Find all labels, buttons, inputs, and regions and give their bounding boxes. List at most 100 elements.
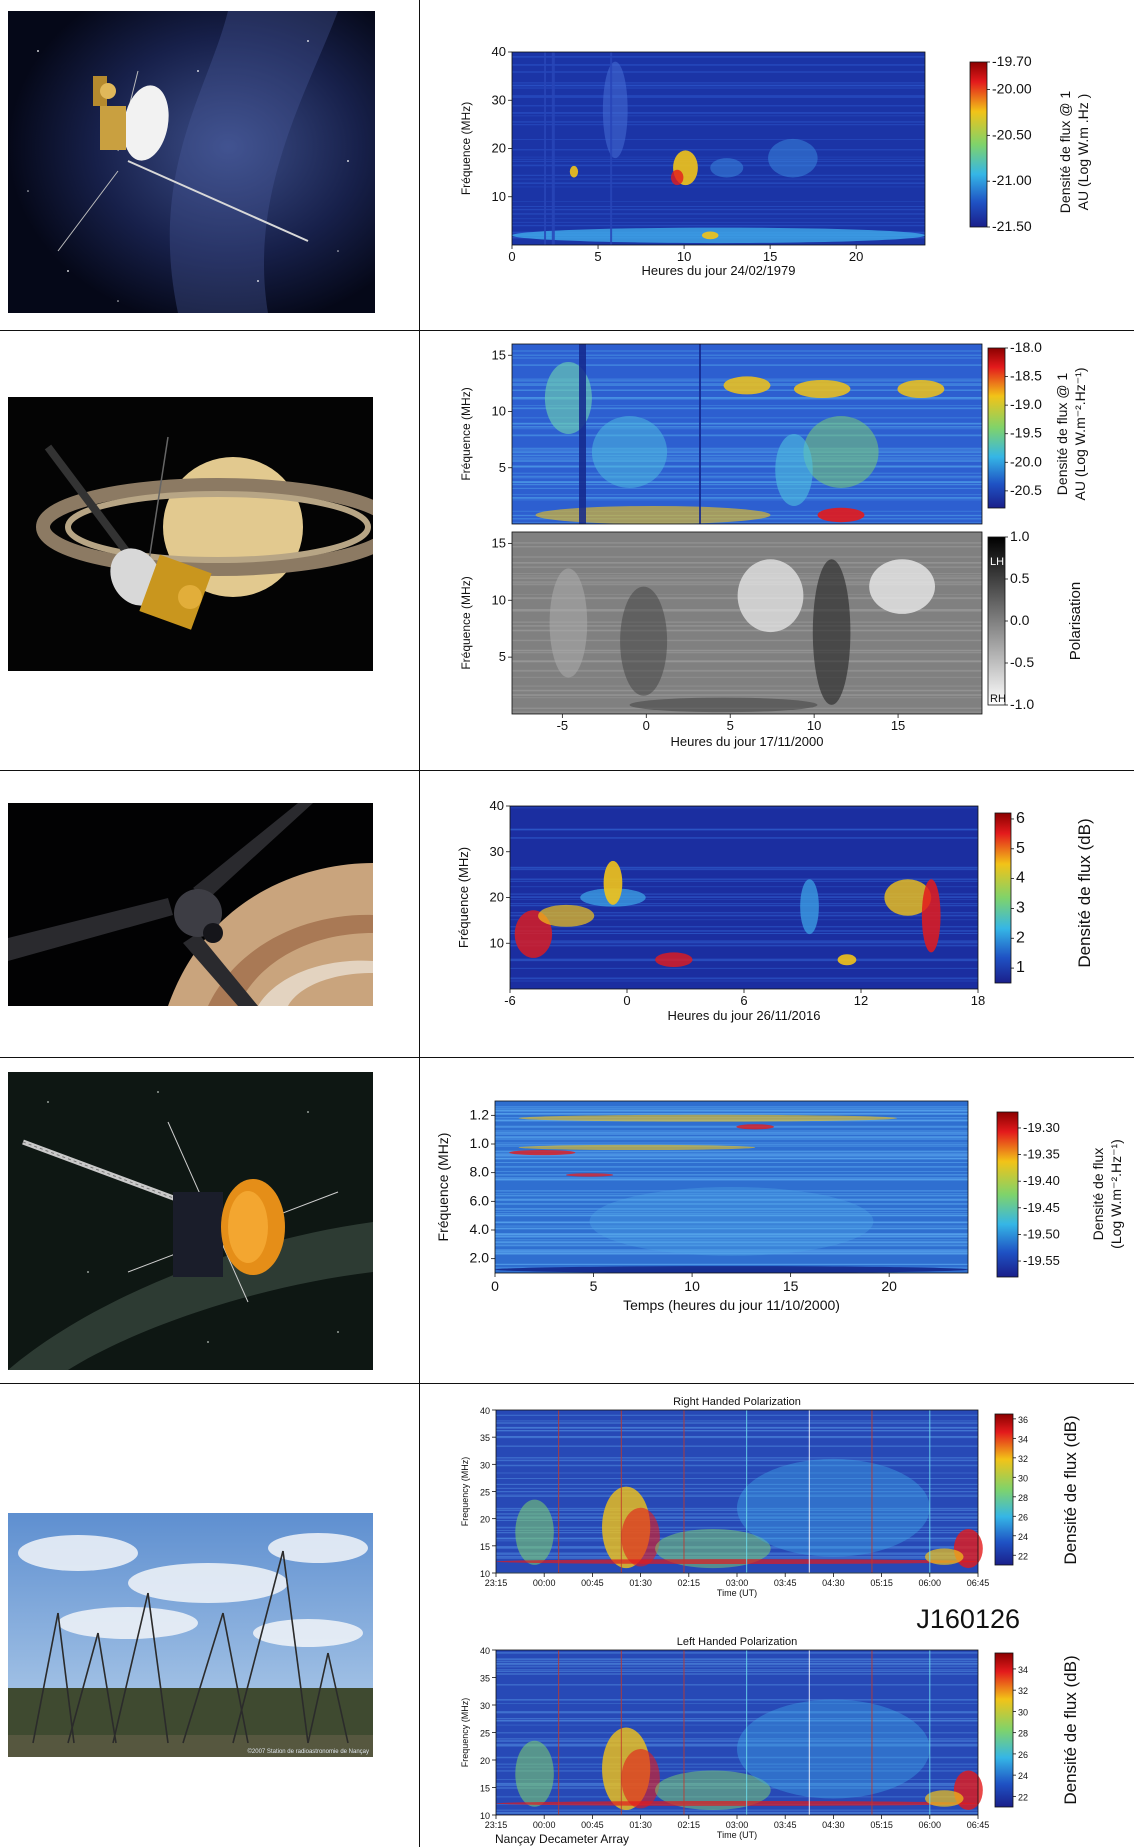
emission-feature	[515, 1499, 554, 1565]
x-tick-label: 04:30	[822, 1578, 845, 1588]
y-tick-label: 25	[480, 1488, 490, 1498]
colorbar-tick-label: 34	[1018, 1434, 1028, 1444]
colorbar-tick-label: 30	[1018, 1707, 1028, 1717]
x-tick-label: 15	[783, 1278, 799, 1294]
y-tick-label: 25	[480, 1729, 490, 1739]
x-tick-label: 5	[727, 718, 734, 733]
colorbar-label: Densité de flux (dB)	[1075, 818, 1094, 967]
emission-feature	[495, 1266, 968, 1273]
x-tick-label: 12	[854, 993, 868, 1008]
colorbar-tick-label: 0.5	[1010, 570, 1030, 586]
colorbar-tick-label: -19.50	[1023, 1226, 1060, 1241]
y-tick-label: 20	[490, 890, 504, 905]
emission-feature	[737, 1458, 930, 1557]
emission-feature	[496, 1559, 978, 1565]
x-tick-label: 23:15	[485, 1578, 508, 1588]
emission-feature	[775, 434, 813, 506]
plot-frame	[511, 531, 983, 715]
colorbar-tick-label: -20.0	[1010, 453, 1042, 469]
y-axis-label: Fréquence (MHz)	[459, 387, 473, 480]
emission-feature	[869, 559, 935, 614]
x-tick-label: 03:00	[726, 1820, 749, 1830]
y-tick-label: 10	[492, 592, 506, 607]
wind-spectrogram: 0 5 10 15 20 1.2 1.0 8.0 6.0 4.0 2.0 Temps (heures …	[430, 1100, 1134, 1350]
y-tick-label: 20	[480, 1515, 490, 1525]
colorbar-tick-label: -19.30	[1023, 1120, 1060, 1135]
emission-feature	[535, 506, 771, 524]
colorbar-tick-label: -19.35	[1023, 1147, 1060, 1162]
colorbar-tick-label: 36	[1018, 1415, 1028, 1425]
y-tick-label: 15	[492, 535, 506, 550]
plot-frame	[511, 343, 983, 525]
x-tick-label: 02:15	[678, 1820, 701, 1830]
emission-feature	[514, 910, 553, 958]
y-axis-label: Fréquence (MHz)	[459, 576, 473, 669]
colorbar-tick-label: 22	[1018, 1792, 1028, 1802]
y-tick-label: 20	[492, 141, 506, 156]
colorbar-tick-label: 2	[1016, 929, 1025, 946]
spectrogram-background	[512, 52, 925, 245]
colorbar-tick-label: -21.00	[992, 172, 1032, 188]
emission-feature	[924, 1790, 964, 1807]
spectrogram-background	[512, 344, 982, 524]
cassini-spacecraft-saturn-image	[8, 397, 373, 671]
emission-feature	[621, 1749, 660, 1809]
colorbar-tick-label: 3	[1016, 899, 1025, 916]
nancay-decameter-array-antennas-image: ©2007 Station de radioastronomie de Nanç…	[8, 1513, 373, 1757]
y-axis-label: Fréquence (MHz)	[435, 1133, 451, 1242]
emission-feature	[655, 952, 693, 968]
y-tick-label: 40	[480, 1646, 490, 1656]
colorbar-tick-label: 26	[1018, 1750, 1028, 1760]
colorbar-tick-label: -19.70	[992, 53, 1032, 69]
x-tick-label: 18	[971, 993, 985, 1008]
x-tick-label: 06:45	[967, 1578, 990, 1588]
voyager-spacecraft-image	[8, 11, 375, 313]
emission-feature	[723, 376, 771, 395]
x-axis-label: Heures du jour 26/11/2016	[668, 1008, 821, 1023]
colorbar-tick-label: 4	[1016, 870, 1025, 887]
plot-svg: 0 5 10 15 20 1.2 1.0 8.0 6.0 4.0 2.0 Temps (heures …	[435, 1100, 1124, 1313]
x-tick-label: 00:00	[533, 1820, 556, 1830]
x-axis-label: Temps (heures du jour 11/10/2000)	[623, 1297, 840, 1313]
y-tick-label: 30	[480, 1460, 490, 1470]
x-tick-label: 00:00	[533, 1578, 556, 1588]
emission-feature	[603, 860, 623, 905]
colorbar-tick-label: 34	[1018, 1665, 1028, 1675]
emission-feature	[736, 1124, 775, 1130]
colorbar-label: AU (Log W.m .Hz )	[1075, 94, 1091, 211]
x-tick-label: 01:30	[629, 1820, 652, 1830]
photo-credit: ©2007 Station de radioastronomie de Nanç…	[247, 1749, 370, 1755]
colorbar-tick-label: 6	[1016, 810, 1025, 827]
spectrogram	[495, 1409, 983, 1574]
voyager-spectrogram: 0 5 10 15 20 10 20 30 40 Heures du jour 24/02/197…	[440, 40, 1134, 290]
plot-frame	[494, 1100, 969, 1274]
x-axis-label: Time (UT)	[717, 1830, 757, 1840]
y-tick-label: 20	[480, 1756, 490, 1766]
x-tick-label: 00:45	[581, 1578, 604, 1588]
x-tick-label: 20	[849, 249, 863, 264]
plot-svg: 0 5 10 15 20 10 20 30 40 Heures du jour 24/02/197…	[459, 44, 1091, 278]
colorbar-tick-label: -1.0	[1010, 696, 1034, 712]
cassini-spectrograms: 15 10 5 Fréquence (MHz) -18.0 -18.5 -19.0 -19.5…	[440, 339, 1134, 770]
colorbar-label: Densité de flux (dB)	[1061, 1415, 1080, 1564]
x-tick-label: 05:15	[870, 1820, 893, 1830]
y-tick-label: 8.0	[470, 1164, 490, 1180]
emission-feature	[768, 138, 818, 178]
y-tick-label: 10	[492, 189, 506, 204]
emission-feature	[897, 380, 945, 398]
emission-feature	[737, 559, 804, 633]
colorbar	[994, 1652, 1014, 1808]
emission-feature	[620, 586, 668, 696]
x-tick-label: 5	[594, 249, 601, 264]
y-tick-label: 40	[490, 798, 504, 813]
colorbar-tag-lh: LH	[990, 556, 1004, 568]
spectrogram	[509, 805, 979, 990]
colorbar-label: Polarisation	[1067, 582, 1084, 660]
emission-feature	[518, 1114, 898, 1122]
colorbar-tick-label: 32	[1018, 1454, 1028, 1464]
colorbar-tick-label: -19.40	[1023, 1173, 1060, 1188]
colorbar-tick-label: 24	[1018, 1532, 1028, 1542]
spectrogram-background	[495, 1101, 968, 1273]
x-tick-label: 06:45	[967, 1820, 990, 1830]
